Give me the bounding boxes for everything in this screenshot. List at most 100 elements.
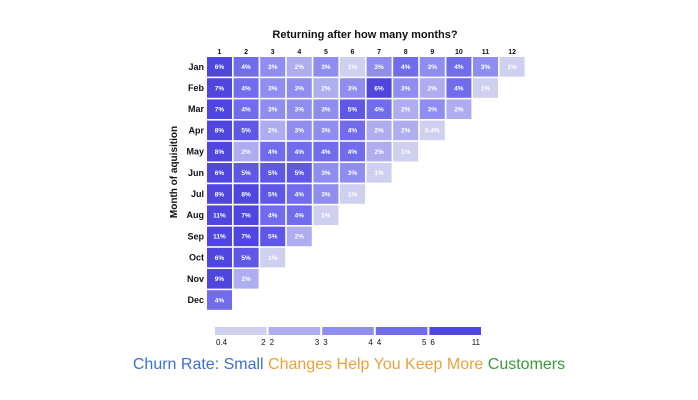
column-label: 2: [244, 49, 248, 56]
cell-label: 8%: [241, 191, 251, 198]
cell-label: 5%: [295, 170, 305, 177]
cell-label: 8%: [215, 149, 225, 156]
heatmap-cell: [233, 78, 259, 98]
heatmap-cell: [286, 205, 312, 225]
heatmap-cell: [340, 163, 365, 183]
heatmap-cell: [286, 57, 312, 77]
heatmap-cell: [233, 226, 259, 247]
cell-label: 3%: [321, 107, 331, 114]
legend-high-label: 5: [422, 338, 427, 347]
cell-label: 2%: [374, 128, 384, 135]
heatmap-cell: [207, 99, 232, 119]
heatmap-cell: [233, 120, 259, 141]
heatmap-cell: [207, 163, 232, 183]
heatmap-cell: [340, 57, 365, 77]
heatmap-cell: [473, 78, 498, 98]
row-label: Nov: [187, 274, 204, 284]
heatmap-cell: [233, 163, 259, 183]
heatmap-cell: [393, 141, 419, 162]
heatmap-cell: [207, 269, 232, 289]
cell-label: 2%: [428, 85, 438, 92]
legend-low-label: 2: [270, 338, 275, 347]
cell-label: 3%: [348, 85, 358, 92]
cell-label: 1%: [374, 170, 384, 177]
row-label: Jun: [188, 168, 204, 178]
column-label: 11: [482, 49, 490, 56]
legend-low-label: 6: [430, 338, 435, 347]
heatmap-cell: [207, 184, 232, 204]
row-label: Feb: [188, 83, 205, 93]
legend-swatch: [375, 327, 428, 335]
cell-label: 2%: [295, 64, 305, 71]
cell-label: 6%: [215, 170, 225, 177]
cell-label: 11%: [213, 234, 226, 241]
heatmap-cell: [499, 57, 525, 77]
legend-low-label: 0.4: [216, 338, 228, 347]
cell-label: 9%: [215, 276, 225, 283]
cell-label: 4%: [295, 149, 305, 156]
cell-label: 3%: [348, 170, 358, 177]
legend-high-label: 3: [315, 338, 320, 347]
heatmap-cell: [233, 99, 259, 119]
heatmap-cell: [207, 290, 232, 310]
cell-label: 4%: [268, 149, 278, 156]
caption-part-2: Changes Help You Keep More: [268, 356, 488, 373]
cell-label: 3%: [428, 64, 438, 71]
heatmap-cell: [340, 99, 365, 119]
heatmap-cell: [313, 163, 339, 183]
cell-label: 3%: [268, 107, 278, 114]
cell-label: 0.4%: [425, 128, 440, 135]
legend-high-label: 4: [368, 338, 373, 347]
heatmap-cell: [313, 141, 339, 162]
heatmap-cell: [446, 57, 472, 77]
cell-label: 5%: [348, 107, 358, 114]
heatmap-cell: [446, 99, 472, 119]
cell-label: 3%: [295, 128, 305, 135]
heatmap-cell: [233, 247, 259, 268]
column-label: 1: [218, 49, 222, 56]
cell-label: 3%: [321, 128, 331, 135]
heatmap-cell: [340, 184, 365, 204]
row-label: May: [186, 147, 204, 157]
cell-label: 8%: [215, 191, 225, 198]
cell-label: 8%: [215, 128, 225, 135]
heatmap-cell: [313, 205, 339, 225]
heatmap-cell: [260, 163, 286, 183]
cohort-heatmap: Returning after how many months? Month o…: [169, 29, 525, 347]
heatmap-cell: [366, 141, 392, 162]
legend-swatch: [215, 327, 267, 335]
heatmap-cell: [207, 205, 232, 225]
cell-label: 2%: [241, 276, 251, 283]
heatmap-cell: [286, 184, 312, 204]
cell-label: 4%: [241, 107, 251, 114]
heatmap-cell: [207, 226, 232, 247]
heatmap-cell: [207, 57, 232, 77]
heatmap-cell: [419, 57, 445, 77]
cell-label: 4%: [454, 85, 464, 92]
cell-label: 7%: [215, 85, 225, 92]
cell-label: 6%: [215, 255, 225, 262]
cell-label: 4%: [348, 128, 358, 135]
heatmap-cell: [473, 57, 498, 77]
cell-label: 1%: [481, 85, 491, 92]
column-label: 7: [377, 49, 381, 56]
row-label: Aug: [187, 210, 205, 220]
heatmap-cell: [286, 120, 312, 141]
heatmap-cell: [286, 163, 312, 183]
heatmap-cell: [207, 120, 232, 141]
cell-label: 4%: [348, 149, 358, 156]
heatmap-cell: [207, 247, 232, 268]
heatmap-cell: [286, 141, 312, 162]
heatmap-cell: [419, 120, 445, 141]
cell-label: 2%: [454, 107, 464, 114]
cell-label: 2%: [268, 128, 278, 135]
heatmap-cell: [207, 141, 232, 162]
heatmap-cell: [233, 57, 259, 77]
heatmap-cell: [366, 163, 392, 183]
cell-label: 3%: [295, 107, 305, 114]
legend-low-label: 3: [323, 338, 328, 347]
caption-part-1: Churn Rate: Small: [132, 356, 269, 373]
legend-swatch: [429, 327, 481, 335]
cell-label: 7%: [241, 234, 251, 241]
heatmap-cell: [260, 78, 286, 98]
